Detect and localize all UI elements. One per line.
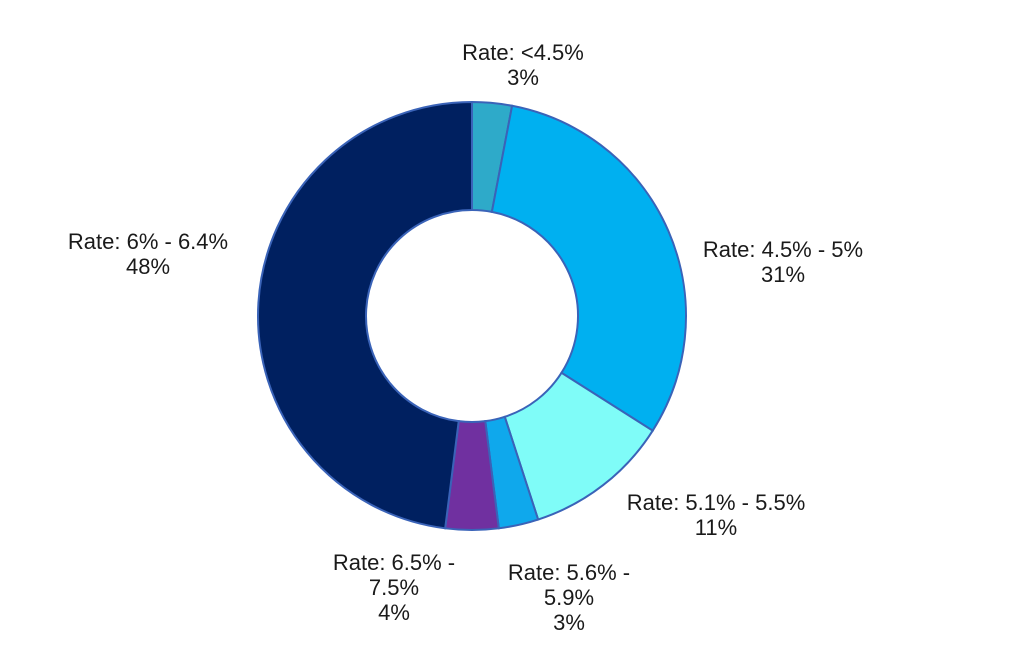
slice-category-label: 5.9%	[544, 585, 594, 610]
slice-value-label: 4%	[378, 600, 410, 625]
slice-value-label: 31%	[761, 262, 805, 287]
slice-label-5: Rate: 6.5% -7.5% 4%	[333, 550, 455, 625]
slice-value-label: 3%	[507, 65, 539, 90]
slice-label-6: Rate: 6% - 6.4% 48%	[68, 229, 228, 279]
slice-label-4: Rate: 5.6% -5.9% 3%	[508, 560, 630, 635]
slice-label-3: Rate: 5.1% - 5.5% 11%	[627, 490, 806, 540]
slice-category-label: Rate: 6.5% -	[333, 550, 455, 575]
donut-slices	[257, 100, 687, 531]
donut-slice-6	[257, 100, 473, 530]
slice-category-label: Rate: 6% - 6.4%	[68, 229, 228, 254]
slice-labels: Rate: <4.5% 3%Rate: 4.5% - 5% 31%Rate: 5.1…	[68, 40, 863, 635]
slice-category-label: Rate: 5.1% - 5.5%	[627, 490, 806, 515]
slice-label-2: Rate: 4.5% - 5% 31%	[703, 237, 863, 287]
slice-value-label: 11%	[695, 515, 737, 540]
slice-label-1: Rate: <4.5% 3%	[462, 40, 584, 90]
slice-value-label: 3%	[553, 610, 585, 635]
slice-category-label: 7.5%	[369, 575, 419, 600]
donut-slice-2	[490, 104, 687, 433]
slice-value-label: 48%	[126, 254, 170, 279]
slice-category-label: Rate: 5.6% -	[508, 560, 630, 585]
slice-category-label: Rate: <4.5%	[462, 40, 584, 65]
slice-category-label: Rate: 4.5% - 5%	[703, 237, 863, 262]
